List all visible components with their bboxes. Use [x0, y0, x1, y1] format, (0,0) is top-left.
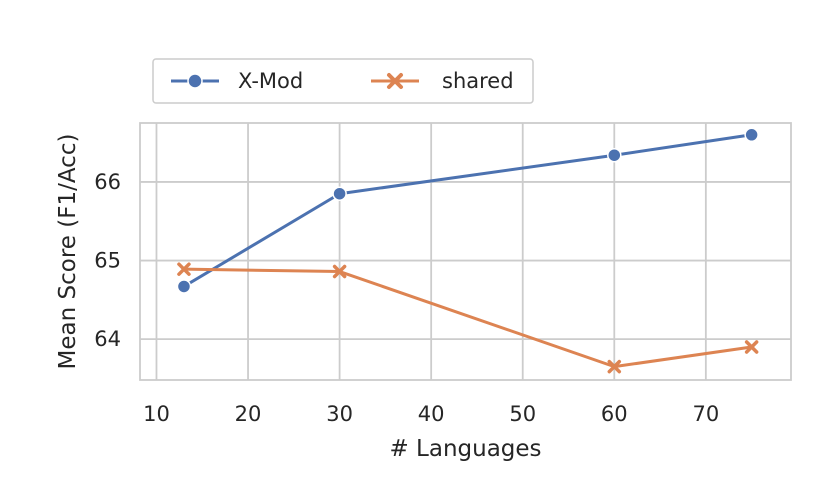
- series-line-x-mod: [183, 133, 752, 288]
- legend-label-x-mod: X-Mod: [238, 69, 303, 93]
- x-tick-label: 40: [418, 402, 445, 426]
- grid: [140, 123, 791, 380]
- legend: X-Mod shared: [152, 58, 534, 104]
- x-tick-label: 50: [509, 402, 536, 426]
- x-tick-label: 60: [601, 402, 628, 426]
- data-point-shared: [177, 262, 191, 276]
- plot-area: [140, 123, 791, 380]
- y-tick-label: 64: [94, 327, 121, 351]
- y-axis-label: Mean Score (F1/Acc): [55, 134, 81, 370]
- series-layer: [176, 127, 759, 374]
- y-tick-label: 65: [94, 249, 121, 273]
- data-point-x-mod: [176, 279, 192, 294]
- data-point-x-mod: [332, 186, 347, 201]
- x-tick-label: 10: [143, 402, 170, 426]
- legend-marker-shared: [387, 73, 403, 89]
- x-axis-label: # Languages: [389, 436, 541, 462]
- data-point-shared: [332, 264, 347, 279]
- plot-frame: [139, 122, 792, 381]
- y-tick-label: 66: [94, 170, 121, 194]
- series-line-shared: [183, 267, 752, 369]
- x-tick-label: 30: [326, 402, 353, 426]
- x-tick-label: 20: [235, 402, 262, 426]
- legend-marker-x-mod: [187, 73, 203, 89]
- x-tick-labels: 10 20 30 40 50 60 70: [143, 402, 719, 426]
- legend-label-shared: shared: [442, 69, 514, 93]
- data-point-x-mod: [744, 127, 759, 143]
- data-point-x-mod: [607, 147, 622, 163]
- y-tick-labels: 64 65 66: [94, 170, 121, 351]
- legend-box: [152, 58, 534, 104]
- data-point-shared: [607, 359, 622, 374]
- x-tick-label: 70: [692, 402, 719, 426]
- data-point-shared: [744, 340, 759, 354]
